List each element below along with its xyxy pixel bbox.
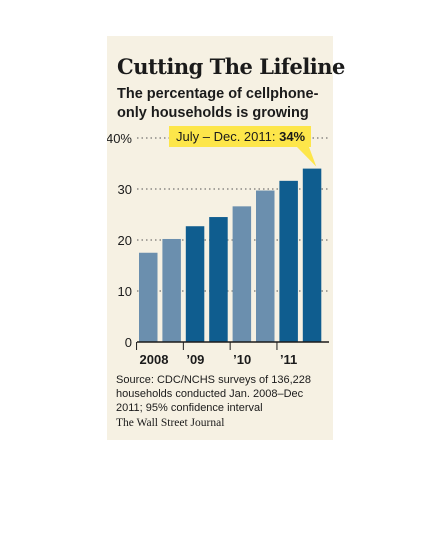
x-category-labels: 2008 ’09 ’10 ’11	[140, 352, 298, 367]
x-axis	[136, 341, 329, 350]
bar-chart: 0 10 20 30 40% 2008 ’09 ’10 ’11 July – Dec. 201…	[107, 126, 329, 367]
bar	[162, 238, 181, 342]
callout-text: July – Dec. 2011: 34%	[176, 129, 306, 144]
x-category-label: ’11	[280, 352, 297, 367]
bars	[139, 168, 322, 342]
y-tick-label: 10	[118, 284, 132, 299]
callout-value: 34%	[279, 129, 305, 144]
y-tick-labels: 0 10 20 30 40%	[107, 131, 132, 350]
y-tick-label: 30	[118, 182, 132, 197]
chart-title: Cutting The Lifeline	[117, 54, 345, 79]
credit: The Wall Street Journal	[116, 417, 225, 429]
x-category-label: ’10	[233, 352, 251, 367]
y-tick-label: 0	[125, 335, 132, 350]
x-category-label: 2008	[140, 352, 169, 367]
chart-subtitle: The percentage of cellphone-only househo…	[117, 86, 319, 121]
x-category-label: ’09	[186, 352, 204, 367]
bar	[139, 252, 158, 342]
bar	[185, 226, 205, 342]
source-note: Source: CDC/NCHS surveys of 136,228 hous…	[116, 374, 312, 414]
bar	[302, 168, 322, 342]
callout-pointer	[297, 147, 317, 167]
bar	[209, 217, 228, 342]
chart-card: Cutting The Lifeline The percentage of c…	[107, 36, 345, 440]
callout-box	[169, 126, 311, 147]
y-tick-label: 20	[118, 233, 132, 248]
y-tick-label: 40%	[107, 131, 132, 146]
bar	[279, 180, 298, 342]
callout: July – Dec. 2011: 34%	[169, 126, 317, 167]
callout-prefix: July – Dec. 2011:	[176, 129, 279, 144]
bar	[256, 190, 275, 342]
bar	[232, 206, 252, 342]
